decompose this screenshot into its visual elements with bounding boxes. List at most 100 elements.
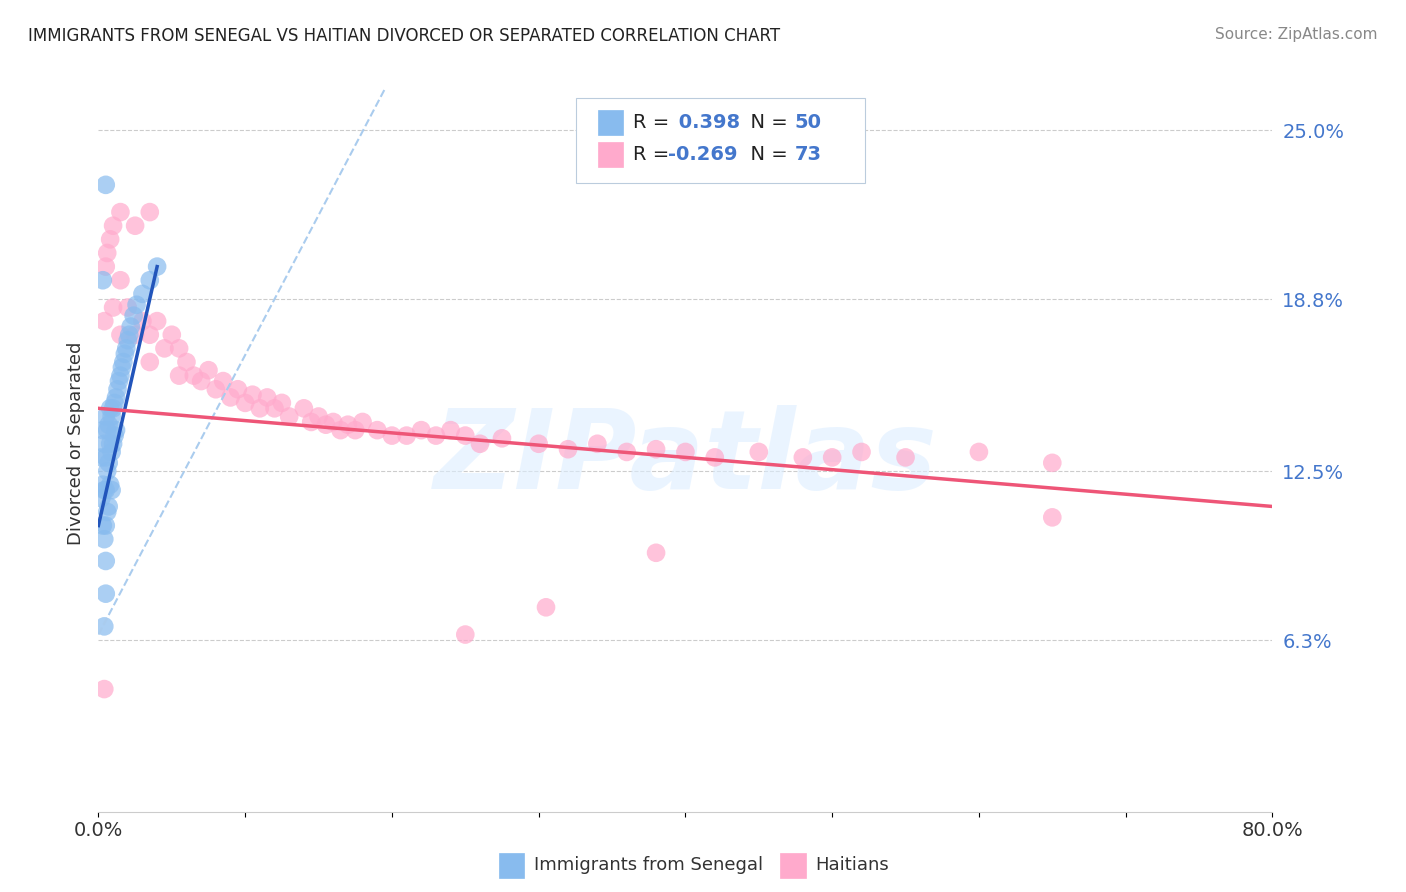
Point xyxy=(226,382,249,396)
Point xyxy=(1040,456,1063,470)
Point xyxy=(96,505,118,519)
Point xyxy=(308,409,330,424)
Point xyxy=(96,423,118,437)
Point xyxy=(117,301,139,315)
Point xyxy=(103,428,125,442)
Point xyxy=(94,483,117,497)
Point xyxy=(322,415,344,429)
Point xyxy=(108,374,131,388)
Point xyxy=(91,273,114,287)
Point xyxy=(93,436,115,450)
Point xyxy=(91,518,114,533)
Point xyxy=(91,477,114,491)
Point xyxy=(110,368,132,383)
Point xyxy=(103,396,125,410)
Point xyxy=(299,415,322,429)
Point xyxy=(315,417,337,432)
Point xyxy=(98,401,121,416)
Point xyxy=(101,436,124,450)
Point xyxy=(153,342,176,356)
Text: Haitians: Haitians xyxy=(815,856,889,874)
Point xyxy=(242,387,264,401)
Point xyxy=(101,401,124,416)
Point xyxy=(491,431,513,445)
Point xyxy=(821,450,844,465)
Point xyxy=(381,428,404,442)
Point xyxy=(468,436,491,450)
Text: -0.269: -0.269 xyxy=(668,145,737,164)
Point xyxy=(124,327,146,342)
Point xyxy=(139,355,162,369)
Text: N =: N = xyxy=(738,145,794,164)
Point xyxy=(94,178,117,192)
Point xyxy=(101,301,124,315)
Point xyxy=(146,314,169,328)
Point xyxy=(111,360,134,375)
Point xyxy=(110,205,132,219)
Point xyxy=(139,273,162,287)
Point xyxy=(586,436,609,450)
Point xyxy=(675,445,697,459)
Point xyxy=(97,417,120,432)
Point xyxy=(527,436,550,450)
Point xyxy=(100,483,122,497)
Point xyxy=(792,450,814,465)
Point xyxy=(110,273,132,287)
Point xyxy=(100,409,122,424)
Point xyxy=(167,342,190,356)
Text: ZIPatlas: ZIPatlas xyxy=(433,405,938,512)
Point xyxy=(263,401,285,416)
Point xyxy=(703,450,725,465)
Point xyxy=(256,391,278,405)
Point xyxy=(534,600,557,615)
Y-axis label: Divorced or Separated: Divorced or Separated xyxy=(66,343,84,545)
Text: R =: R = xyxy=(633,112,675,132)
Point xyxy=(105,423,128,437)
Point xyxy=(97,500,120,514)
Text: 0.398: 0.398 xyxy=(672,112,740,132)
Text: Source: ZipAtlas.com: Source: ZipAtlas.com xyxy=(1215,27,1378,42)
Point xyxy=(139,205,162,219)
Point xyxy=(167,368,190,383)
Text: 50: 50 xyxy=(794,112,821,132)
Point xyxy=(616,445,638,459)
Point xyxy=(101,219,124,233)
Point xyxy=(96,246,118,260)
Point xyxy=(439,423,461,437)
Point xyxy=(395,428,418,442)
Point xyxy=(98,477,121,491)
Point xyxy=(292,401,315,416)
Point xyxy=(894,450,917,465)
Point xyxy=(105,391,128,405)
Point xyxy=(425,428,447,442)
Point xyxy=(94,409,117,424)
Point xyxy=(98,436,121,450)
Point xyxy=(411,423,433,437)
Point xyxy=(94,587,117,601)
Point xyxy=(114,347,136,361)
Point xyxy=(93,619,115,633)
Point xyxy=(94,518,117,533)
Point xyxy=(112,355,135,369)
Point xyxy=(160,327,183,342)
Point xyxy=(125,298,148,312)
Point xyxy=(183,368,205,383)
Point xyxy=(219,391,242,405)
Point xyxy=(344,423,367,437)
Point xyxy=(118,327,141,342)
Text: Immigrants from Senegal: Immigrants from Senegal xyxy=(534,856,763,874)
Point xyxy=(645,546,668,560)
Point xyxy=(131,314,153,328)
Point xyxy=(329,423,352,437)
Point xyxy=(93,681,115,696)
Point xyxy=(97,456,120,470)
Point xyxy=(454,428,477,442)
Point xyxy=(93,314,115,328)
Point xyxy=(91,423,114,437)
Point xyxy=(270,396,292,410)
Point xyxy=(197,363,219,377)
Point xyxy=(139,327,162,342)
Point xyxy=(454,627,477,641)
Point xyxy=(967,445,990,459)
Point xyxy=(120,319,142,334)
